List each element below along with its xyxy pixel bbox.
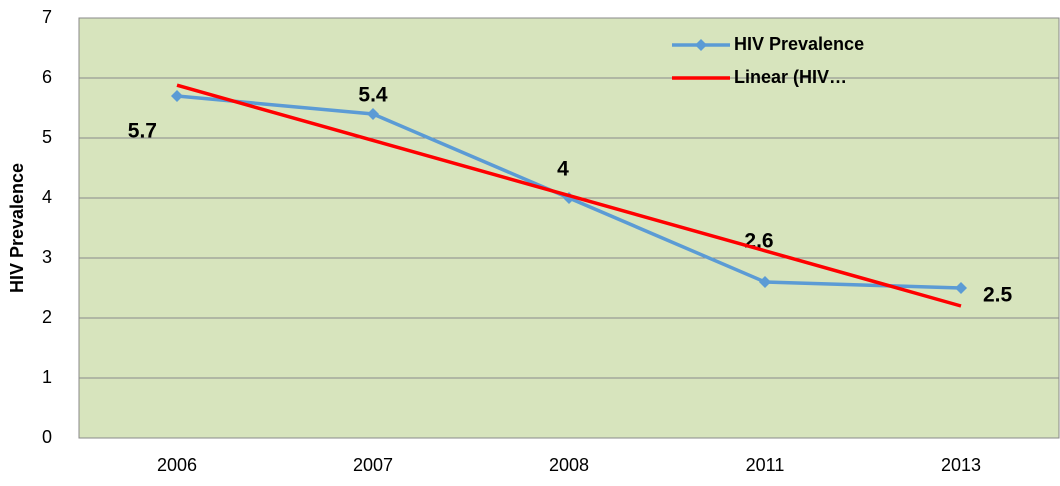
y-tick-label: 1 <box>42 367 52 387</box>
plot-area <box>78 17 1060 439</box>
legend-label: HIV Prevalence <box>734 34 864 54</box>
x-tick-label: 2007 <box>353 455 393 475</box>
data-label: 2.5 <box>983 284 1013 307</box>
y-tick-label: 0 <box>42 427 52 447</box>
legend-marker <box>695 39 707 51</box>
x-tick-label: 2011 <box>746 455 785 475</box>
marker <box>955 282 967 294</box>
legend-label: Linear (HIV… <box>734 67 847 87</box>
y-tick-label: 3 <box>42 247 52 267</box>
marker <box>367 108 379 120</box>
marker <box>171 90 183 102</box>
y-tick-label: 7 <box>42 7 52 27</box>
y-tick-label: 5 <box>42 127 52 147</box>
y-axis-label: HIV Prevalence <box>7 163 27 293</box>
y-tick-label: 2 <box>42 307 52 327</box>
x-tick-label: 2013 <box>941 455 981 475</box>
data-label: 5.4 <box>358 84 388 107</box>
x-tick-label: 2006 <box>157 455 197 475</box>
data-label: 4 <box>557 158 569 181</box>
x-tick-label: 2008 <box>549 455 589 475</box>
data-label: 5.7 <box>128 120 157 143</box>
y-tick-label: 4 <box>42 187 52 207</box>
marker <box>759 276 771 288</box>
series-line <box>176 83 962 308</box>
y-tick-label: 6 <box>42 67 52 87</box>
